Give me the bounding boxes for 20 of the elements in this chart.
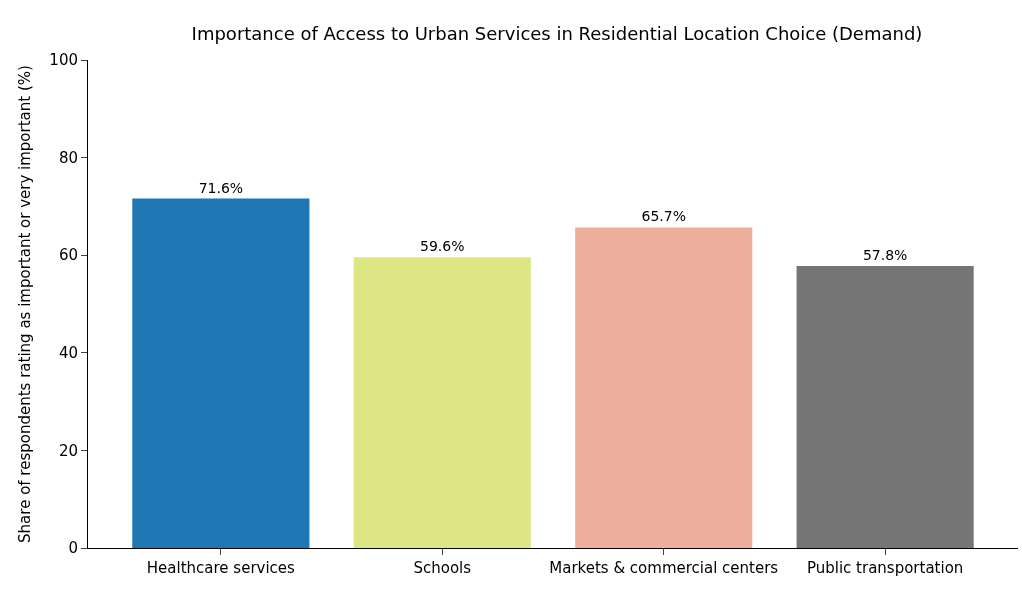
bar [575, 227, 753, 548]
y-tick-label: 60 [58, 246, 78, 265]
data-label: 71.6% [198, 179, 244, 196]
y-tick-label: 0 [68, 539, 78, 558]
x-tick-label: Markets & commercial centers [549, 559, 779, 577]
data-label: 65.7% [641, 208, 686, 225]
bar [796, 265, 974, 548]
bar [353, 257, 531, 548]
y-tick-label: 40 [58, 344, 78, 363]
y-tick-label: 80 [58, 148, 78, 167]
x-tick-label: Schools [413, 559, 472, 577]
bar [132, 198, 310, 548]
x-tick-label: Public transportation [806, 559, 964, 577]
y-tick-label: 100 [49, 51, 78, 70]
x-tick-label: Healthcare services [146, 559, 296, 577]
data-label: 57.8% [862, 246, 908, 263]
y-tick-label: 20 [58, 441, 78, 460]
chart-title: Importance of Access to Urban Services in Residential Location Choice (Demand) [191, 22, 923, 44]
y-axis-title: Share of respondents rating as important or very important (%) [15, 65, 34, 543]
data-label: 59.6% [420, 238, 465, 255]
